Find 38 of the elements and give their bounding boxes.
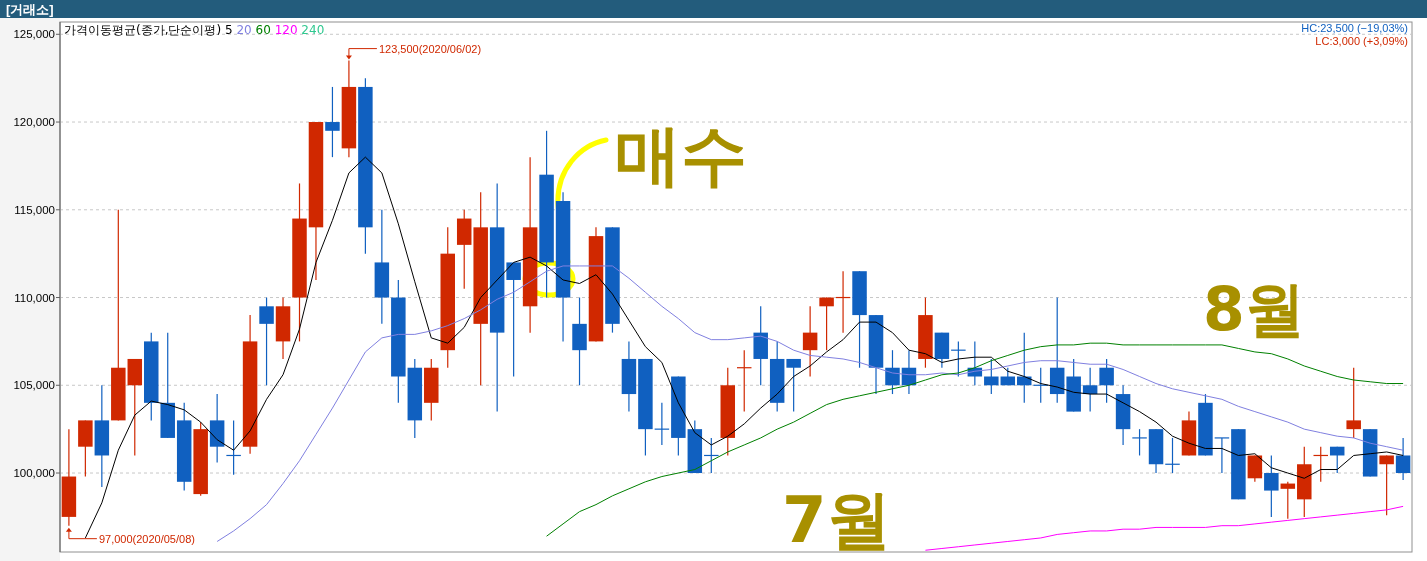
- y-tick-label: 120,000: [13, 116, 55, 129]
- text: 5: [221, 23, 233, 37]
- y-tick-label: 125,000: [13, 28, 55, 41]
- annotation: 97,000(2020/05/08): [98, 532, 195, 545]
- candlestick: [885, 349, 900, 395]
- candlestick: [1379, 454, 1394, 516]
- candlestick: [1346, 367, 1361, 439]
- annotation: 123,500(2020/06/02): [378, 42, 482, 55]
- chart-title: [거래소]: [6, 2, 54, 17]
- candlestick: [1099, 358, 1114, 404]
- candlestick: [786, 358, 801, 413]
- candlestick: [1280, 481, 1296, 520]
- candlestick: [1395, 437, 1411, 481]
- y-tick-label: 100,000: [13, 467, 55, 480]
- candlestick: [984, 358, 999, 395]
- annotation: 7월: [782, 483, 891, 557]
- annotation: 8월: [1203, 274, 1305, 344]
- annotation: 매수: [615, 117, 747, 194]
- candlestick: [802, 305, 818, 378]
- annotation: LC:3,000 (+3,09%): [1315, 35, 1408, 47]
- text: 120: [270, 23, 298, 37]
- candlestick: [819, 296, 834, 351]
- annotation: HC:23,500 (−19,03%): [1301, 22, 1408, 34]
- y-tick-label: 115,000: [14, 203, 55, 216]
- text: 20: [232, 23, 252, 37]
- candlestick: [506, 261, 521, 378]
- legend-label: 240: [297, 23, 325, 37]
- candlestick: [1131, 428, 1148, 457]
- candlestick: [1214, 437, 1230, 474]
- y-tick-label: 105,000: [13, 379, 55, 392]
- candlestick: [325, 86, 340, 158]
- candlestick: [259, 296, 274, 386]
- legend-title: 가격이동평균(종가,단순이평): [64, 23, 222, 37]
- candlestick: [1264, 454, 1279, 518]
- text: 60: [251, 23, 271, 37]
- y-tick-label: 110,000: [14, 291, 55, 304]
- candlestick: [1247, 454, 1263, 483]
- line-series: [924, 505, 1404, 551]
